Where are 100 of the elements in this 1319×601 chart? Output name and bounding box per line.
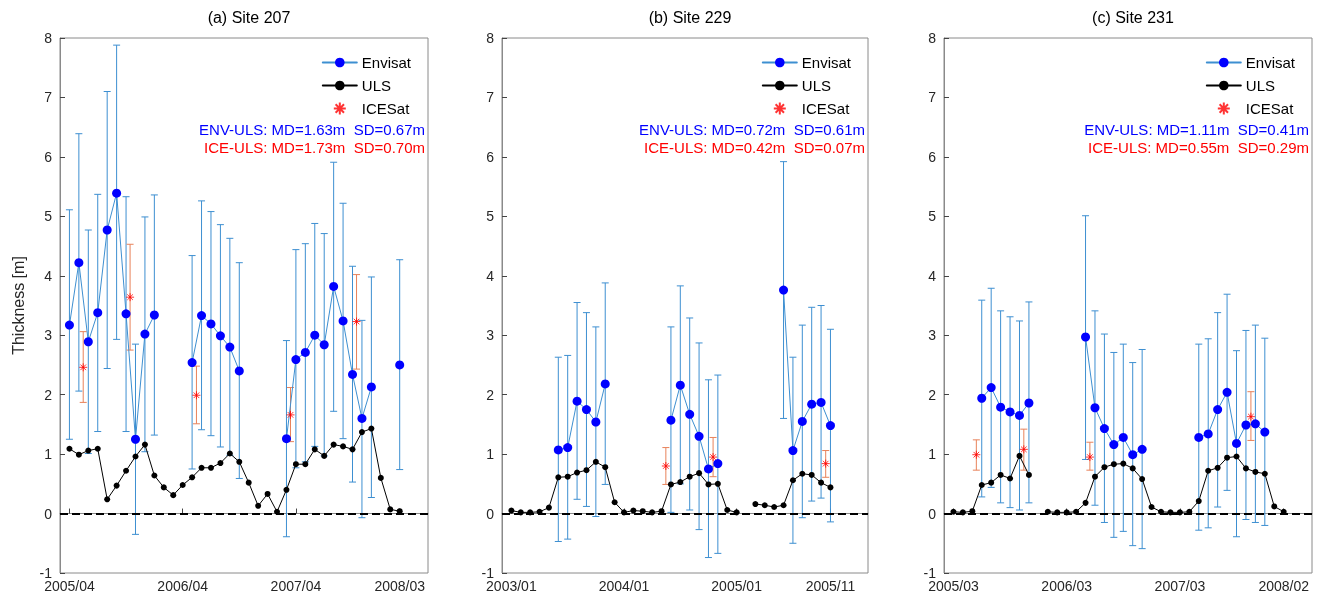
point <box>395 360 405 370</box>
point <box>780 502 787 509</box>
point <box>1252 468 1259 475</box>
point <box>1222 387 1232 397</box>
x-tick-label: 2008/02 <box>1258 578 1310 594</box>
point <box>358 429 365 436</box>
point <box>827 484 834 491</box>
y-tick-label: 2 <box>928 386 937 403</box>
point <box>708 452 718 462</box>
point <box>572 396 582 406</box>
point <box>255 502 262 509</box>
point <box>352 317 362 327</box>
y-tick-label: 7 <box>44 89 53 106</box>
x-tick-label: 2007/03 <box>1154 578 1206 594</box>
point <box>310 330 320 340</box>
point <box>311 446 318 453</box>
point <box>94 445 101 452</box>
legend-label: ICESat <box>801 100 851 117</box>
point <box>357 413 367 423</box>
point <box>996 402 1006 412</box>
point <box>1260 427 1270 437</box>
point <box>131 434 140 444</box>
point <box>75 451 82 458</box>
point <box>818 479 825 486</box>
point <box>816 397 826 407</box>
point <box>1044 508 1051 515</box>
annotation: ICE-ULS: MD=1.73m SD=0.70m <box>204 139 425 156</box>
annotation: ENV-ULS: MD=1.11m SD=0.41m <box>1084 121 1309 138</box>
y-tick-label: 0 <box>44 505 53 522</box>
legend-label: Envisat <box>361 54 412 71</box>
point <box>1054 509 1061 516</box>
legend-label: Envisat <box>801 54 852 71</box>
point <box>797 416 807 426</box>
point <box>264 490 271 497</box>
point <box>545 504 552 511</box>
point <box>1176 509 1183 516</box>
point <box>724 506 731 513</box>
point <box>1016 452 1023 459</box>
point <box>292 461 299 468</box>
point <box>149 310 159 320</box>
point <box>198 464 205 471</box>
point <box>207 464 214 471</box>
point <box>761 502 768 509</box>
point <box>1194 432 1204 442</box>
point <box>959 509 966 516</box>
point <box>78 362 88 372</box>
point <box>1242 465 1249 472</box>
point <box>340 443 347 450</box>
point <box>694 431 704 441</box>
y-tick-label: 5 <box>44 208 53 225</box>
point <box>997 471 1004 478</box>
point <box>713 459 723 469</box>
point <box>197 311 207 321</box>
y-tick-label: 4 <box>928 267 937 284</box>
point <box>602 464 609 471</box>
point <box>1091 473 1098 480</box>
point <box>1019 444 1029 454</box>
point <box>368 425 375 432</box>
point <box>752 501 759 508</box>
y-tick-label: -1 <box>923 565 937 581</box>
chart-title: (a) Site 207 <box>207 8 291 26</box>
point <box>1271 503 1278 510</box>
point <box>104 496 111 503</box>
point <box>281 434 291 444</box>
point <box>1241 420 1251 430</box>
point <box>1101 464 1108 471</box>
point <box>661 461 671 471</box>
point <box>686 473 693 480</box>
point <box>667 481 674 488</box>
point <box>1081 332 1091 342</box>
point <box>564 473 571 480</box>
point <box>1205 467 1212 474</box>
point <box>807 399 817 409</box>
y-tick-label: 7 <box>928 89 937 106</box>
point <box>125 292 135 302</box>
y-tick-label: 8 <box>44 30 53 46</box>
point <box>639 508 646 515</box>
y-axis-title: Thickness [m] <box>9 256 27 355</box>
point <box>1158 508 1165 515</box>
point <box>274 508 281 515</box>
point <box>714 480 721 487</box>
y-tick-label: 4 <box>486 267 495 284</box>
point <box>1213 405 1223 415</box>
point <box>151 472 158 479</box>
point <box>236 458 243 465</box>
point <box>1110 461 1117 468</box>
point <box>1224 454 1231 461</box>
point <box>234 366 244 376</box>
point <box>225 342 235 352</box>
y-tick-label: 0 <box>486 505 495 522</box>
point <box>527 509 534 516</box>
x-tick-label: 2008/03 <box>374 578 426 594</box>
point <box>677 479 684 486</box>
legend-label: ICESat <box>361 100 411 117</box>
point <box>74 258 84 268</box>
y-tick-label: 3 <box>44 327 53 344</box>
legend-label: ULS <box>361 77 391 94</box>
point <box>517 509 524 516</box>
x-tick-label: 2004/01 <box>598 578 650 594</box>
point <box>1148 504 1155 511</box>
